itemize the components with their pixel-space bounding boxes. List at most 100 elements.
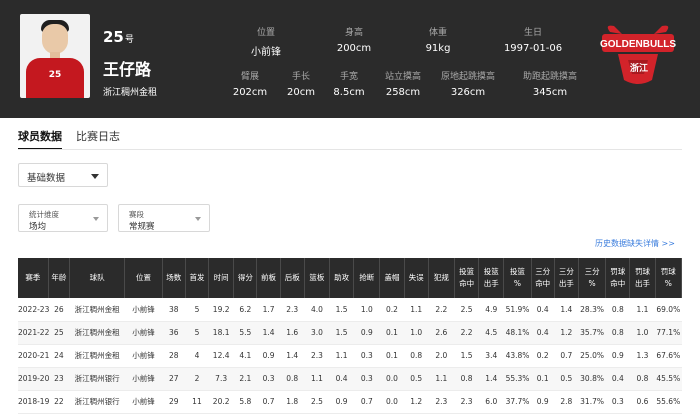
tab-game-log[interactable]: 比赛日志 (76, 130, 120, 143)
column-header[interactable]: 抢断 (353, 258, 381, 298)
column-header[interactable]: 时间 (208, 258, 235, 298)
column-header[interactable]: 犯规 (428, 258, 455, 298)
table-cell: 小前锋 (124, 298, 163, 322)
table-cell: 7.3 (208, 367, 234, 391)
table-cell: 5.8 (233, 390, 257, 414)
table-cell: 浙江稠州金租 (69, 321, 125, 345)
table-cell: 12.4 (208, 344, 234, 368)
column-header[interactable]: 投篮 命中 (454, 258, 480, 298)
table-cell: 小前锋 (124, 321, 163, 345)
column-header[interactable]: 三分% (578, 258, 607, 298)
phase-label: 赛段 (129, 210, 144, 219)
table-cell: 0.3 (605, 390, 630, 414)
phase-select[interactable]: 赛段 常规赛 (118, 204, 210, 232)
column-header[interactable]: 得分 (233, 258, 258, 298)
chevron-down-icon (195, 217, 201, 221)
tab-player-data[interactable]: 球员数据 (18, 128, 62, 150)
logo-text: GOLDENBULLS (600, 39, 676, 50)
table-cell: 31.7% (578, 390, 606, 414)
table-cell: 4.9 (478, 298, 504, 322)
stat-birthday: 生日 1997-01-06 (503, 28, 563, 54)
column-header[interactable]: 篮板 (304, 258, 331, 298)
table-cell: 0.3 (353, 367, 380, 391)
table-cell: 1.1 (304, 367, 330, 391)
team-logo: GOLDENBULLS 浙江 (600, 25, 676, 84)
table-cell: 2021-22 (18, 321, 49, 345)
column-header[interactable]: 盖帽 (379, 258, 405, 298)
column-header[interactable]: 罚球 命中 (605, 258, 631, 298)
table-cell: 38 (162, 298, 186, 322)
column-header[interactable]: 赛季 (18, 258, 49, 298)
column-header[interactable]: 罚球% (655, 258, 683, 298)
column-header[interactable]: 首发 (185, 258, 210, 298)
table-cell: 0.3 (256, 367, 281, 391)
table-cell: 浙江稠州银行 (69, 367, 125, 391)
table-cell: 45.5% (655, 367, 682, 391)
column-header[interactable]: 投篮% (503, 258, 532, 298)
column-header[interactable]: 年龄 (48, 258, 70, 298)
table-cell: 4 (185, 344, 209, 368)
table-cell: 0.8 (280, 367, 305, 391)
table-cell: 1.1 (329, 344, 354, 368)
table-cell: 2.2 (428, 298, 455, 322)
table-cell: 2.2 (454, 321, 479, 345)
column-header[interactable]: 位置 (124, 258, 163, 298)
table-cell: 2022-23 (18, 298, 49, 322)
table-cell: 22 (48, 390, 70, 414)
table-cell: 24 (48, 344, 70, 368)
column-header[interactable]: 场数 (162, 258, 186, 298)
column-header[interactable]: 后板 (280, 258, 305, 298)
table-cell: 0.5 (554, 367, 579, 391)
table-cell: 0.7 (353, 390, 380, 414)
column-header[interactable]: 球队 (69, 258, 126, 298)
column-header[interactable]: 罚球 出手 (629, 258, 656, 298)
table-cell: 2.3 (280, 298, 305, 322)
stat-weight: 体重 91kg (425, 28, 451, 54)
column-header[interactable]: 投篮 出手 (478, 258, 505, 298)
table-cell: 小前锋 (124, 344, 163, 368)
table-cell: 0.4 (329, 367, 354, 391)
stats-table: 赛季 年龄 球队 位置 场数 首发 时间 得分 前板 后板 篮板 助攻 抢断 盖帽 失误 犯规 投篮 命中 投篮 出手… (18, 258, 683, 414)
table-cell: 0.4 (531, 321, 555, 345)
table-cell: 0.3 (353, 344, 380, 368)
stat-hand-width: 手宽 8.5cm (333, 72, 365, 98)
table-cell: 1.6 (280, 321, 305, 345)
column-header[interactable]: 三分 出手 (554, 258, 579, 298)
table-cell: 1.0 (404, 321, 429, 345)
history-missing-link[interactable]: 历史数据缺失详情 >> (595, 239, 675, 248)
table-cell: 2.3 (454, 390, 479, 414)
chevron-down-icon (93, 217, 99, 221)
table-cell: 1.4 (478, 367, 504, 391)
table-header-row: 赛季 年龄 球队 位置 场数 首发 时间 得分 前板 后板 篮板 助攻 抢断 盖帽 失误 犯规 投篮 命中 投篮 出手… (18, 258, 683, 298)
table-cell: 1.1 (404, 298, 429, 322)
table-cell: 2.8 (554, 390, 579, 414)
table-cell: 0.4 (605, 367, 630, 391)
table-cell: 小前锋 (124, 367, 163, 391)
column-header[interactable]: 前板 (256, 258, 281, 298)
column-header[interactable]: 三分 命中 (531, 258, 555, 298)
table-cell: 2.0 (428, 344, 455, 368)
stat-standing-reach: 站立摸高 258cm (384, 72, 421, 98)
table-cell: 0.8 (404, 344, 429, 368)
table-cell: 2.6 (428, 321, 455, 345)
table-cell: 2020-21 (18, 344, 49, 368)
table-cell: 55.3% (503, 367, 532, 391)
data-type-select[interactable]: 基础数据 (18, 163, 108, 187)
stat-dimension-select[interactable]: 统计维度 场均 (18, 204, 108, 232)
table-cell: 1.2 (554, 321, 579, 345)
table-cell: 0.1 (379, 344, 405, 368)
table-cell: 35.7% (578, 321, 606, 345)
tabs-divider (18, 149, 682, 150)
table-cell: 23 (48, 367, 70, 391)
stat-standing-vertical: 原地起跳摸高 326cm (440, 72, 495, 98)
table-cell: 25 (48, 321, 70, 345)
table-cell: 浙江稠州金租 (69, 344, 125, 368)
table-cell: 浙江稠州银行 (69, 390, 125, 414)
table-cell: 4.0 (304, 298, 330, 322)
table-cell: 1.5 (329, 298, 354, 322)
column-header[interactable]: 失误 (404, 258, 429, 298)
column-header[interactable]: 助攻 (329, 258, 355, 298)
stat-running-vertical: 助跑起跳摸高 345cm (522, 72, 577, 98)
table-cell: 1.7 (256, 298, 281, 322)
tab-bar: 球员数据 比赛日志 (18, 128, 120, 150)
